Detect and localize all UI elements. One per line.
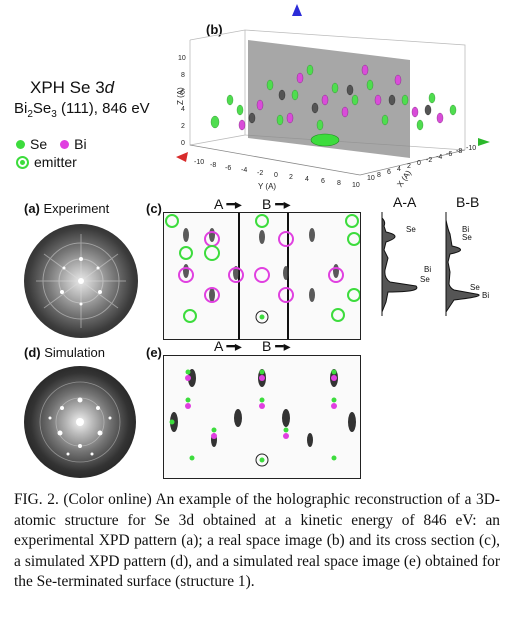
svg-text:2: 2: [181, 123, 185, 130]
svg-text:2: 2: [289, 174, 293, 181]
profile-aa-plot: Se Bi Se: [381, 212, 431, 316]
panel-c-label: (c): [146, 201, 162, 216]
cut-line-a: [238, 213, 240, 339]
svg-text:10: 10: [367, 175, 375, 182]
svg-text:Bi: Bi: [462, 225, 469, 234]
svg-text:Se: Se: [420, 275, 430, 284]
panel-e-label: (e): [146, 345, 162, 360]
svg-text:10: 10: [178, 55, 186, 62]
atom-columns: [210, 64, 457, 147]
svg-text:-10: -10: [194, 159, 204, 166]
legend: Se Bi emitter: [16, 136, 87, 170]
panel-a-label: (a) Experiment: [24, 201, 110, 216]
cut-b-marker-e: B ━▸: [262, 338, 291, 354]
svg-text:0: 0: [181, 140, 185, 147]
svg-text:-6: -6: [446, 151, 452, 158]
svg-text:Se: Se: [406, 225, 416, 234]
svg-text:4: 4: [397, 166, 401, 173]
svg-text:Z (A): Z (A): [176, 87, 185, 105]
svg-text:8: 8: [181, 72, 185, 79]
panel-e-simulated-image: [163, 355, 361, 479]
svg-text:Y (A): Y (A): [258, 182, 276, 191]
svg-text:-8: -8: [456, 148, 462, 155]
svg-text:4: 4: [305, 176, 309, 183]
svg-text:-10: -10: [466, 145, 476, 152]
panel-b-label: (b): [206, 22, 223, 37]
emitter-marker: [16, 155, 29, 169]
svg-text:-6: -6: [225, 165, 231, 172]
svg-text:-4: -4: [436, 154, 442, 161]
figure-subtitle: Bi2Se3 (111), 846 eV: [14, 100, 150, 120]
cut-a-marker: A ━▸: [214, 196, 242, 212]
svg-text:10: 10: [352, 182, 360, 189]
svg-text:6: 6: [387, 169, 391, 176]
cut-b-marker: B ━▸: [262, 196, 291, 212]
svg-text:-8: -8: [210, 162, 216, 169]
svg-text:2: 2: [407, 163, 411, 170]
se-marker: [16, 139, 25, 149]
profile-bb-title: B-B: [456, 194, 480, 210]
svg-text:6: 6: [321, 178, 325, 185]
svg-text:4: 4: [181, 106, 185, 113]
sim-xpd-spots: [39, 381, 121, 463]
svg-text:6: 6: [181, 89, 185, 96]
svg-text:-2: -2: [257, 170, 263, 177]
experiment-xpd-pattern: [24, 224, 138, 338]
panel-d-label: (d) Simulation: [24, 345, 105, 360]
simulated-xpd-pattern: [24, 366, 136, 478]
profile-bb-plot: Bi Se Se Bi: [445, 212, 489, 316]
cut-a-marker-e: A ━▸: [214, 338, 242, 354]
svg-text:-2: -2: [426, 157, 432, 164]
xpd-kikuchi-lines: [36, 234, 126, 328]
svg-text:Se: Se: [462, 233, 472, 242]
svg-text:0: 0: [417, 160, 421, 167]
bi-marker: [60, 139, 70, 149]
svg-text:Bi: Bi: [482, 291, 489, 300]
svg-text:-4: -4: [241, 167, 247, 174]
svg-text:8: 8: [337, 180, 341, 187]
svg-text:Se: Se: [470, 283, 480, 292]
figure-title: XPH Se 3d: [30, 78, 115, 97]
panel-c-cross-section: [163, 212, 361, 340]
figure-caption: FIG. 2. (Color online) An example of the…: [14, 491, 500, 590]
svg-text:Bi: Bi: [424, 265, 431, 274]
panel-b-3d-plot: 10 8 6 4 2 0 Z (A) -10 -8 -6 -4 -2 0 2 4…: [176, 4, 490, 191]
svg-text:0: 0: [274, 172, 278, 179]
svg-text:8: 8: [377, 172, 381, 179]
profile-aa-title: A-A: [393, 194, 417, 210]
